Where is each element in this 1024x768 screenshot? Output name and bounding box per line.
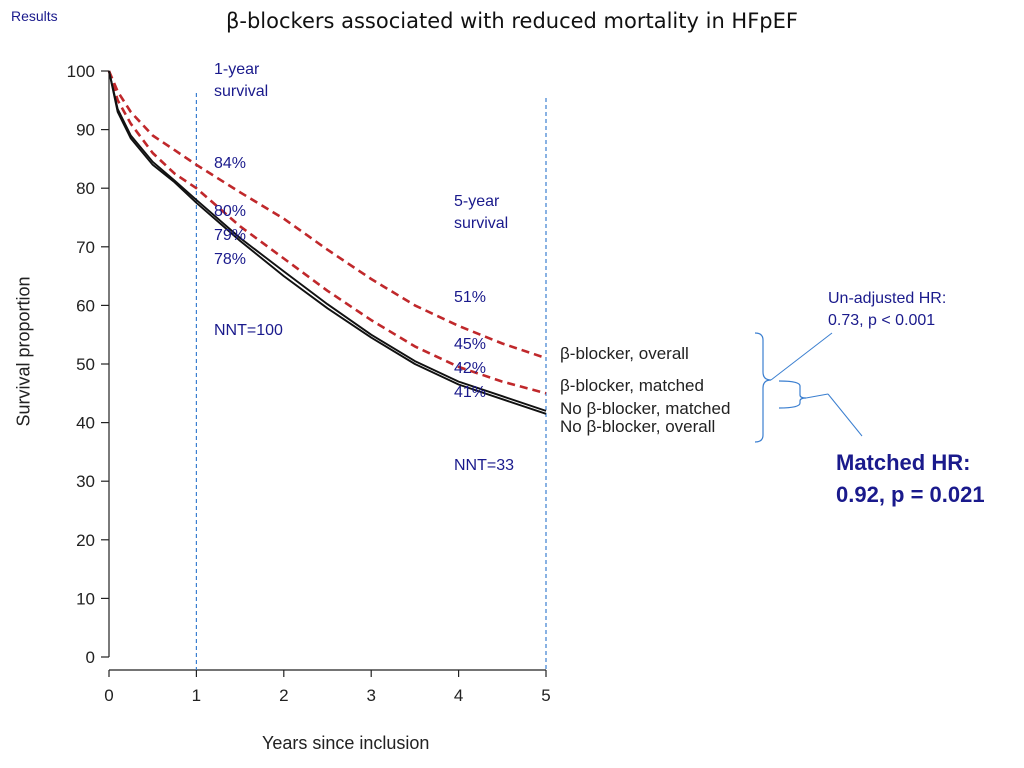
x-tick-label: 4	[454, 686, 463, 705]
axes: 0 10 20 30 40 50 60 70 80 90 100 0 1 2 3 4 5	[67, 62, 551, 705]
y-tick-label: 0	[86, 648, 95, 667]
one-year-value-nobb-matched: 79%	[214, 227, 247, 244]
series-line-0	[107, 70, 547, 360]
five-year-header: 5-year survival	[454, 193, 509, 232]
one-year-value-bb-overall: 84%	[214, 155, 247, 172]
unadjusted-hr-pointer	[770, 332, 833, 381]
y-tick-label: 50	[76, 355, 95, 374]
slide-title: β-blockers associated with reduced morta…	[226, 9, 798, 33]
y-tick-label: 90	[76, 121, 95, 140]
unadjusted-hr: Un-adjusted HR: 0.73, p < 0.001	[828, 290, 947, 329]
x-tick-label: 3	[366, 686, 375, 705]
legend-nobb-overall: No β-blocker, overall	[560, 417, 716, 436]
x-axis-label: Years since inclusion	[262, 733, 430, 753]
y-axis-label: Survival proportion	[13, 276, 34, 427]
y-tick-label: 20	[76, 531, 95, 550]
five-year-value-bb-overall: 51%	[454, 289, 487, 306]
legend-brackets	[754, 332, 863, 443]
matched-hr-pointer-b	[827, 393, 863, 437]
legend-bb-matched: β-blocker, matched	[560, 376, 704, 395]
five-year-value-bb-matched: 45%	[454, 336, 487, 353]
five-year-nnt: NNT=33	[454, 457, 515, 474]
y-tick-label: 70	[76, 238, 95, 257]
y-tick-label: 60	[76, 296, 95, 315]
five-year-value-nobb-overall: 41%	[454, 384, 487, 401]
five-year-value-nobb-matched: 42%	[454, 360, 487, 377]
y-tick-label: 40	[76, 414, 95, 433]
one-year-nnt: NNT=100	[214, 322, 283, 339]
series-line-1	[107, 70, 547, 395]
x-tick-label: 1	[192, 686, 201, 705]
reference-lines	[195, 93, 547, 670]
y-tick-label: 10	[76, 589, 95, 608]
matched-bracket	[778, 380, 807, 409]
x-tick-label: 0	[104, 686, 113, 705]
series-line-2	[108, 70, 547, 412]
series-line-3	[108, 70, 547, 415]
series-lines	[107, 70, 547, 415]
x-tick-label: 5	[541, 686, 550, 705]
y-tick-label: 80	[76, 179, 95, 198]
overall-bracket	[754, 332, 772, 443]
one-year-header: 1-year survival	[214, 61, 269, 100]
matched-hr-pointer-a	[805, 393, 829, 399]
y-tick-label: 30	[76, 472, 95, 491]
one-year-value-bb-matched: 80%	[214, 203, 247, 220]
legend-nobb-matched: No β-blocker, matched	[560, 399, 731, 418]
x-tick-label: 2	[279, 686, 288, 705]
one-year-value-nobb-overall: 78%	[214, 251, 247, 268]
legend-bb-overall: β-blocker, overall	[560, 344, 689, 363]
matched-hr: Matched HR: 0.92, p = 0.021	[836, 450, 985, 507]
section-label: Results	[11, 8, 58, 24]
y-tick-label: 100	[67, 62, 95, 81]
